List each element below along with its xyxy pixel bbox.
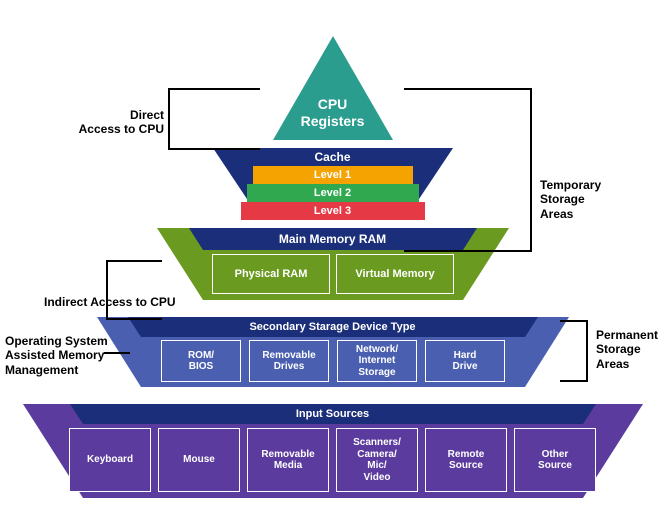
cache-level-3: Level 3 — [241, 202, 425, 220]
secondary-box-rom: ROM/BIOS — [161, 340, 241, 382]
bracket-perm — [560, 320, 588, 382]
label-perm: PermanentStorageAreas — [596, 328, 658, 371]
cache-level-2: Level 2 — [247, 184, 419, 202]
input-box-keyboard: Keyboard — [69, 428, 151, 492]
input-header: Input Sources — [83, 404, 583, 424]
label-temp: TemporaryStorageAreas — [540, 178, 601, 221]
main-memory-box-virtual: Virtual Memory — [336, 254, 454, 294]
input-box-other: OtherSource — [514, 428, 596, 492]
bracket-os — [104, 352, 130, 354]
label-indirect: Indirect Access to CPU — [44, 295, 184, 309]
label-direct: DirectAccess to CPU — [74, 108, 164, 137]
input-box-removable-media: RemovableMedia — [247, 428, 329, 492]
secondary-header: Secondary Starage Device Type — [141, 317, 525, 337]
label-os: Operating SystemAssisted MemoryManagemen… — [5, 334, 125, 377]
input-box-mouse: Mouse — [158, 428, 240, 492]
secondary-box-hard: HardDrive — [425, 340, 505, 382]
bracket-indirect — [106, 260, 162, 320]
secondary-box-network: Network/InternetStorage — [337, 340, 417, 382]
main-memory-box-physical: Physical RAM — [212, 254, 330, 294]
cache-header: Cache — [261, 148, 405, 166]
bracket-temp — [404, 88, 532, 252]
cache-level-1: Level 1 — [253, 166, 413, 184]
secondary-box-removable: RemovableDrives — [249, 340, 329, 382]
apex-label: CPURegisters — [283, 96, 383, 130]
bracket-direct — [168, 88, 260, 150]
input-box-scanners: Scanners/Camera/Mic/Video — [336, 428, 418, 492]
input-box-remote: RemoteSource — [425, 428, 507, 492]
